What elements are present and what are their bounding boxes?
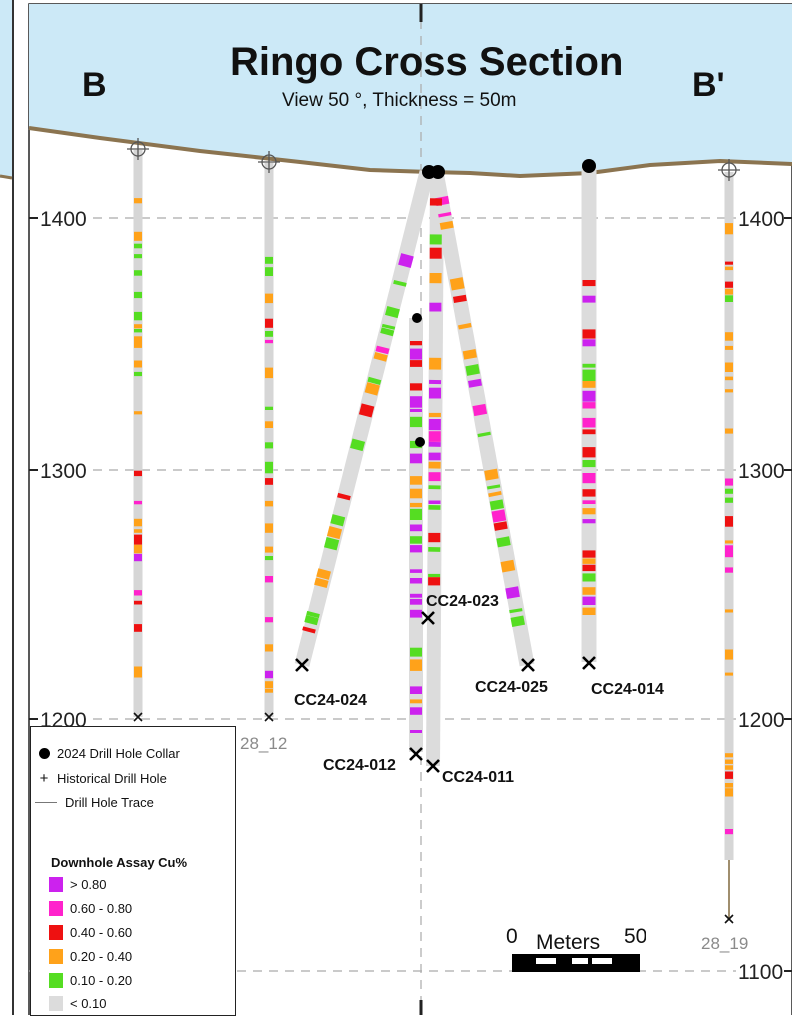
scale-bar-graphic: 0 Meters 50 bbox=[506, 922, 646, 974]
assay-interval bbox=[323, 570, 325, 578]
hole-label-cc24-025: CC24-025 bbox=[475, 679, 548, 696]
collar-dot-icon bbox=[39, 748, 50, 759]
legend-row-class: < 0.10 bbox=[49, 993, 107, 1013]
assay-interval bbox=[479, 405, 481, 415]
hole-label-cc24-023: CC24-023 bbox=[426, 593, 499, 610]
legend-row-historical: + Historical Drill Hole bbox=[31, 768, 167, 788]
assay-interval bbox=[333, 528, 336, 538]
legend-class-label: 0.20 - 0.40 bbox=[70, 949, 132, 964]
assay-interval bbox=[337, 516, 339, 525]
section-title: Ringo Cross Section bbox=[230, 40, 623, 85]
assay-interval bbox=[507, 561, 509, 571]
assay-interval bbox=[311, 617, 313, 624]
assay-interval bbox=[313, 613, 314, 617]
assay-interval bbox=[388, 325, 389, 328]
hole-label-28-12: 28_12 bbox=[240, 734, 287, 753]
legend-row-class: 0.40 - 0.60 bbox=[49, 922, 132, 942]
left-panel-topography bbox=[0, 176, 12, 178]
legend-row-class: 0.10 - 0.20 bbox=[49, 970, 132, 990]
swatch-icon bbox=[49, 949, 63, 964]
assay-interval bbox=[516, 609, 517, 612]
assay-interval bbox=[459, 296, 460, 302]
legend-class-label: 0.60 - 0.80 bbox=[70, 901, 132, 916]
assay-interval bbox=[498, 511, 500, 522]
hole-label-cc24-011: CC24-011 bbox=[442, 769, 514, 786]
swatch-icon bbox=[49, 973, 63, 988]
assay-interval bbox=[387, 329, 389, 335]
assay-interval bbox=[445, 213, 446, 216]
assay-interval bbox=[474, 380, 475, 387]
legend-row-trace: Drill Hole Trace bbox=[31, 792, 154, 812]
assay-interval bbox=[371, 384, 374, 394]
assay-interval bbox=[472, 365, 474, 375]
legend-heading: Downhole Assay Cu% bbox=[51, 855, 187, 870]
legend-class-label: 0.10 - 0.20 bbox=[70, 973, 132, 988]
trace-line-icon bbox=[35, 802, 57, 803]
hole-label-cc24-024: CC24-024 bbox=[294, 692, 367, 709]
assay-interval bbox=[374, 379, 375, 384]
assay-interval bbox=[512, 587, 514, 597]
assay-interval bbox=[517, 617, 519, 626]
elevation-label-right: 1300 bbox=[738, 460, 785, 483]
legend-trace-label: Drill Hole Trace bbox=[65, 795, 154, 810]
assay-interval bbox=[356, 440, 359, 449]
assay-interval bbox=[493, 485, 494, 488]
legend-collar-label: 2024 Drill Hole Collar bbox=[57, 746, 180, 761]
assay-interval bbox=[330, 539, 333, 549]
assay-interval bbox=[503, 537, 505, 546]
legend-row-class: 0.60 - 0.80 bbox=[49, 898, 132, 918]
section-end-right: B' bbox=[692, 66, 725, 105]
assay-interval bbox=[400, 282, 401, 286]
section-subtitle: View 50 °, Thickness = 50m bbox=[282, 90, 517, 112]
hole-label-cc24-012: CC24-012 bbox=[323, 757, 396, 774]
assay-interval bbox=[469, 350, 471, 358]
hole-label-28-19: 28_19 bbox=[701, 934, 748, 953]
swatch-icon bbox=[49, 996, 63, 1011]
scale-unit-label: Meters bbox=[536, 931, 600, 954]
assay-interval bbox=[464, 324, 465, 328]
swatch-icon bbox=[49, 925, 63, 940]
legend-historical-label: Historical Drill Hole bbox=[57, 771, 167, 786]
elevation-label-right: 1200 bbox=[738, 709, 785, 732]
assay-interval bbox=[496, 501, 498, 510]
elevation-label-left: 1300 bbox=[40, 460, 87, 483]
assay-interval bbox=[484, 433, 485, 436]
elevation-label-right: 1400 bbox=[738, 208, 785, 231]
legend-class-label: < 0.10 bbox=[70, 996, 107, 1011]
legend-class-label: 0.40 - 0.60 bbox=[70, 925, 132, 940]
elevation-label-right: 1100 bbox=[738, 961, 783, 984]
legend-row-collar: 2024 Drill Hole Collar bbox=[31, 743, 180, 763]
assay-interval bbox=[380, 354, 382, 360]
left-panel-sky bbox=[0, 0, 12, 178]
assay-interval bbox=[365, 405, 368, 416]
assay-interval bbox=[491, 470, 493, 480]
swatch-icon bbox=[49, 901, 63, 916]
section-end-left: B bbox=[82, 66, 107, 105]
swatch-icon bbox=[49, 877, 63, 892]
scale-bar: 0 Meters 50 bbox=[506, 922, 646, 979]
legend-class-label: > 0.80 bbox=[70, 877, 107, 892]
assay-interval bbox=[446, 222, 447, 229]
assay-interval bbox=[495, 492, 496, 496]
assay-interval bbox=[500, 522, 501, 529]
legend-row-class: 0.20 - 0.40 bbox=[49, 946, 132, 966]
hole-label-cc24-014: CC24-014 bbox=[591, 681, 664, 698]
assay-interval bbox=[456, 278, 458, 289]
assay-interval bbox=[343, 495, 344, 499]
legend-row-class: > 0.80 bbox=[49, 874, 107, 894]
scale-start-label: 0 bbox=[506, 925, 518, 948]
assay-interval bbox=[320, 579, 322, 586]
assay-interval bbox=[309, 628, 310, 632]
assay-interval bbox=[391, 308, 393, 317]
assay-interval bbox=[404, 255, 407, 266]
scale-end-label: 50 bbox=[624, 925, 646, 948]
assay-interval bbox=[382, 347, 383, 353]
legend: 2024 Drill Hole Collar + Historical Dril… bbox=[30, 726, 236, 1016]
plus-icon: + bbox=[31, 770, 57, 787]
elevation-label-left: 1400 bbox=[40, 208, 87, 231]
